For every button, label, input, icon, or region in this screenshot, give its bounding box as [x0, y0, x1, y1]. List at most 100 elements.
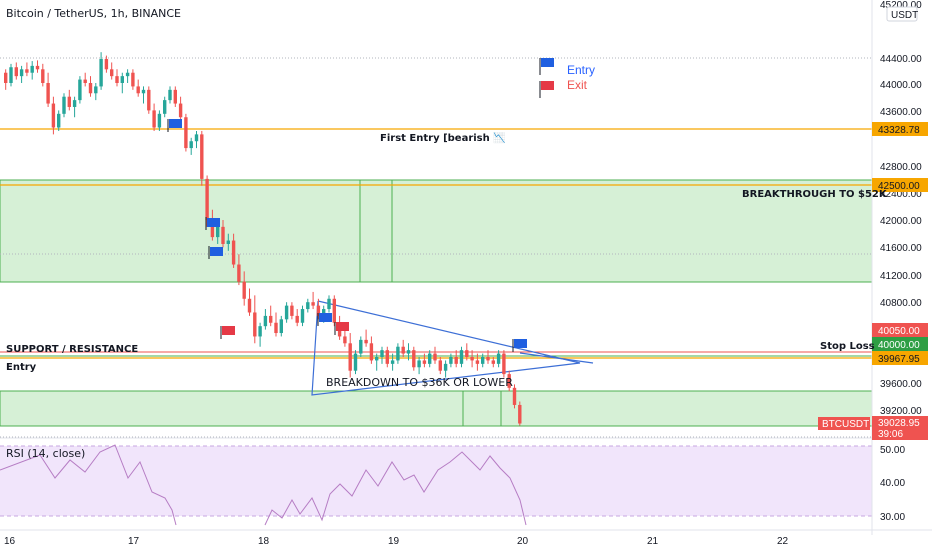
candle[interactable] — [189, 141, 193, 149]
candle[interactable] — [131, 72, 135, 87]
candle[interactable] — [332, 298, 336, 323]
entry-flag-icon[interactable] — [319, 313, 332, 322]
rsi-label[interactable]: RSI (14, close) — [6, 447, 85, 460]
candle[interactable] — [322, 309, 326, 316]
candle[interactable] — [46, 83, 50, 104]
candle[interactable] — [375, 357, 379, 361]
candle[interactable] — [385, 350, 389, 364]
candle[interactable] — [125, 72, 130, 77]
candle[interactable] — [263, 315, 268, 327]
candle[interactable] — [470, 357, 474, 361]
candle[interactable] — [157, 113, 162, 128]
candle[interactable] — [9, 67, 13, 83]
candle[interactable] — [274, 322, 278, 334]
candle[interactable] — [19, 69, 24, 77]
candle[interactable] — [231, 240, 236, 265]
candle[interactable] — [406, 350, 411, 354]
candle[interactable] — [72, 100, 77, 107]
currency-badge[interactable] — [886, 6, 918, 22]
candle[interactable] — [348, 343, 352, 371]
upper-green-zone[interactable] — [0, 179, 873, 283]
candle[interactable] — [120, 76, 124, 83]
candle[interactable] — [412, 350, 416, 368]
candle[interactable] — [512, 387, 517, 405]
candle[interactable] — [57, 113, 61, 128]
candle[interactable] — [443, 363, 448, 371]
candle[interactable] — [359, 339, 363, 354]
candle[interactable] — [88, 83, 93, 94]
candle[interactable] — [237, 264, 241, 282]
entry-flag-icon[interactable] — [514, 339, 527, 348]
candle[interactable] — [369, 343, 374, 361]
candle[interactable] — [284, 305, 289, 320]
breakdown-label[interactable]: BREAKDOWN TO $36K OR LOWER — [326, 376, 513, 389]
candle[interactable] — [364, 339, 368, 344]
candle[interactable] — [210, 220, 215, 238]
candle[interactable] — [449, 357, 453, 364]
candle[interactable] — [173, 89, 177, 104]
candle[interactable] — [316, 305, 321, 316]
candle[interactable] — [67, 96, 71, 107]
candle[interactable] — [258, 326, 262, 337]
candle[interactable] — [200, 134, 204, 179]
candle[interactable] — [502, 353, 506, 375]
candle[interactable] — [25, 69, 29, 73]
entry-label[interactable]: Entry — [6, 362, 37, 373]
symbol-title[interactable]: Bitcoin / TetherUS, 1h, BINANCE — [6, 7, 181, 20]
entry-flag-icon[interactable] — [210, 247, 223, 256]
candle[interactable] — [14, 67, 18, 77]
candle[interactable] — [115, 76, 119, 83]
candle[interactable] — [390, 360, 395, 364]
candle[interactable] — [226, 240, 230, 244]
candle[interactable] — [290, 305, 294, 316]
candle[interactable] — [279, 319, 283, 334]
candle[interactable] — [4, 72, 8, 83]
candle[interactable] — [216, 226, 220, 238]
candle[interactable] — [194, 134, 199, 142]
candle[interactable] — [136, 86, 140, 94]
candle[interactable] — [78, 79, 82, 101]
entry-flag-icon[interactable] — [207, 218, 220, 227]
candle[interactable] — [380, 350, 384, 357]
candle[interactable] — [465, 350, 469, 357]
exit-flag-icon[interactable] — [222, 326, 235, 335]
exit-flag-icon[interactable] — [336, 322, 349, 331]
candle[interactable] — [433, 353, 437, 361]
candle[interactable] — [168, 89, 172, 101]
candle[interactable] — [507, 374, 511, 388]
candle[interactable] — [110, 69, 114, 77]
candle[interactable] — [306, 302, 310, 310]
candle[interactable] — [221, 226, 225, 244]
candle[interactable] — [438, 360, 442, 371]
candle[interactable] — [94, 86, 98, 94]
candle[interactable] — [30, 65, 34, 73]
candle[interactable] — [104, 59, 109, 70]
candle[interactable] — [486, 357, 490, 361]
candle[interactable] — [491, 360, 495, 364]
candle[interactable] — [269, 315, 273, 323]
candle[interactable] — [152, 110, 156, 128]
candle[interactable] — [184, 117, 188, 149]
candle[interactable] — [178, 103, 183, 118]
candle[interactable] — [422, 360, 427, 364]
candle[interactable] — [300, 309, 305, 323]
candle[interactable] — [343, 336, 347, 344]
candle[interactable] — [35, 65, 40, 70]
candle[interactable] — [247, 298, 252, 313]
first-entry-label[interactable]: First Entry [bearish 📉 — [380, 131, 506, 144]
candle[interactable] — [327, 298, 331, 310]
candle[interactable] — [295, 315, 299, 323]
lower-green-zone[interactable] — [0, 390, 873, 427]
candle[interactable] — [454, 357, 458, 364]
candle[interactable] — [417, 360, 421, 368]
candle[interactable] — [51, 103, 56, 128]
candle[interactable] — [496, 353, 501, 364]
candle[interactable] — [163, 100, 167, 114]
breakthrough-label[interactable]: BREAKTHROUGH TO $52K — [742, 189, 888, 200]
triangle-pattern[interactable] — [311, 300, 581, 396]
stop-loss-label[interactable]: Stop Loss — [820, 341, 875, 352]
price-axis[interactable] — [872, 0, 932, 550]
candle[interactable] — [428, 353, 432, 364]
candle[interactable] — [205, 178, 209, 220]
